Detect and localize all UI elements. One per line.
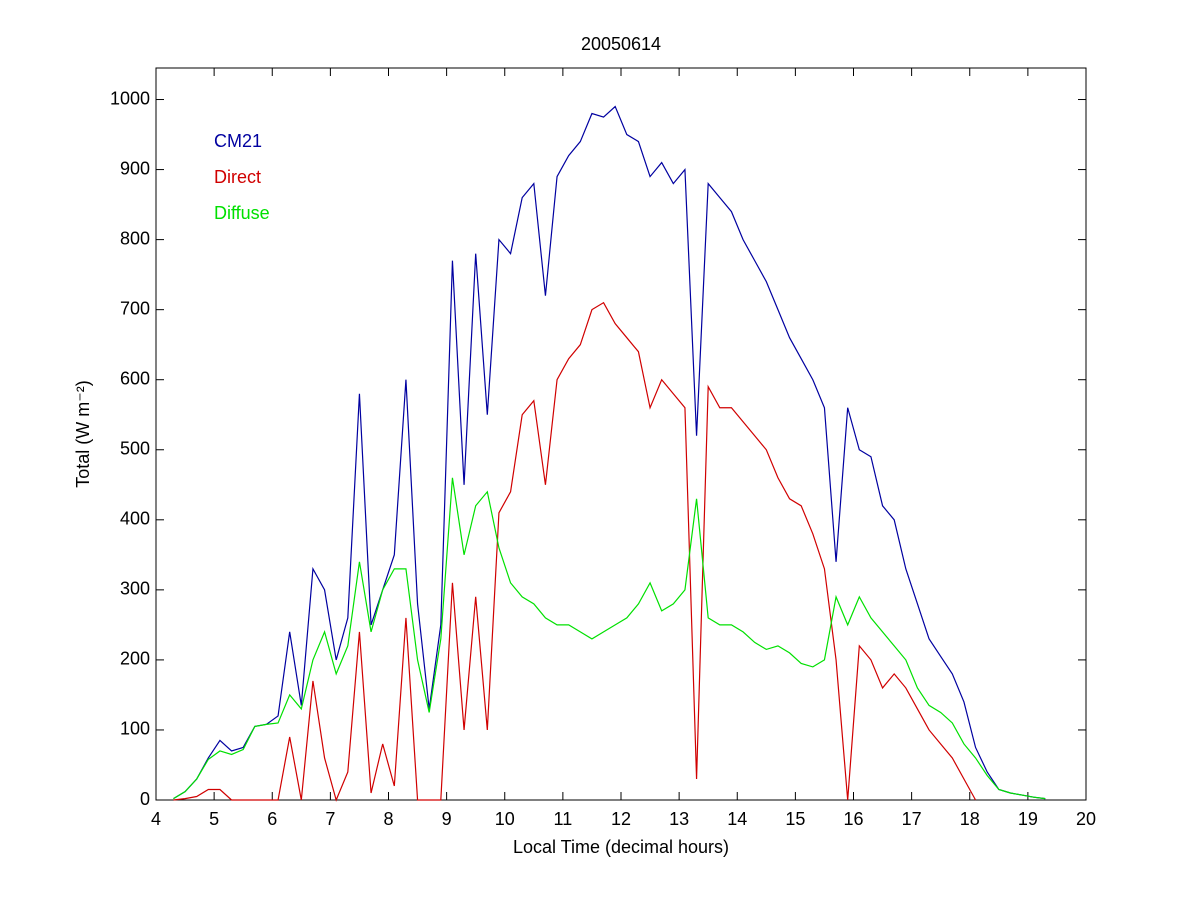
x-tick-label: 6 [267,809,277,829]
series-line [173,477,1046,800]
x-tick-label: 17 [902,809,922,829]
x-tick-label: 13 [669,809,689,829]
chart-title: 20050614 [581,34,661,54]
x-tick-label: 4 [151,809,161,829]
x-tick-label: 5 [209,809,219,829]
legend-label: CM21 [214,131,262,151]
x-tick-label: 16 [843,809,863,829]
plot-area [155,67,1087,801]
x-tick-label: 18 [960,809,980,829]
y-tick-label: 500 [120,439,150,459]
x-tick-label: 9 [442,809,452,829]
y-tick-label: 400 [120,509,150,529]
x-tick-label: 8 [383,809,393,829]
y-tick-label: 900 [120,158,150,178]
series-line [173,105,1046,800]
x-tick-label: 19 [1018,809,1038,829]
x-tick-label: 12 [611,809,631,829]
y-tick-label: 700 [120,298,150,318]
legend-label: Direct [214,167,261,187]
x-axis-label: Local Time (decimal hours) [513,837,729,857]
y-tick-label: 1000 [110,88,150,108]
x-tick-label: 20 [1076,809,1096,829]
y-tick-label: 0 [140,789,150,809]
series-line [173,301,977,802]
y-axis-label: Total (W m⁻²) [73,380,93,488]
y-tick-label: 100 [120,719,150,739]
legend-label: Diffuse [214,203,270,223]
y-tick-label: 200 [120,649,150,669]
x-tick-label: 14 [727,809,747,829]
y-tick-label: 300 [120,579,150,599]
x-tick-label: 11 [554,809,573,829]
x-tick-label: 7 [325,809,335,829]
y-tick-label: 600 [120,368,150,388]
y-tick-label: 800 [120,228,150,248]
x-tick-label: 15 [785,809,805,829]
x-tick-label: 10 [495,809,515,829]
